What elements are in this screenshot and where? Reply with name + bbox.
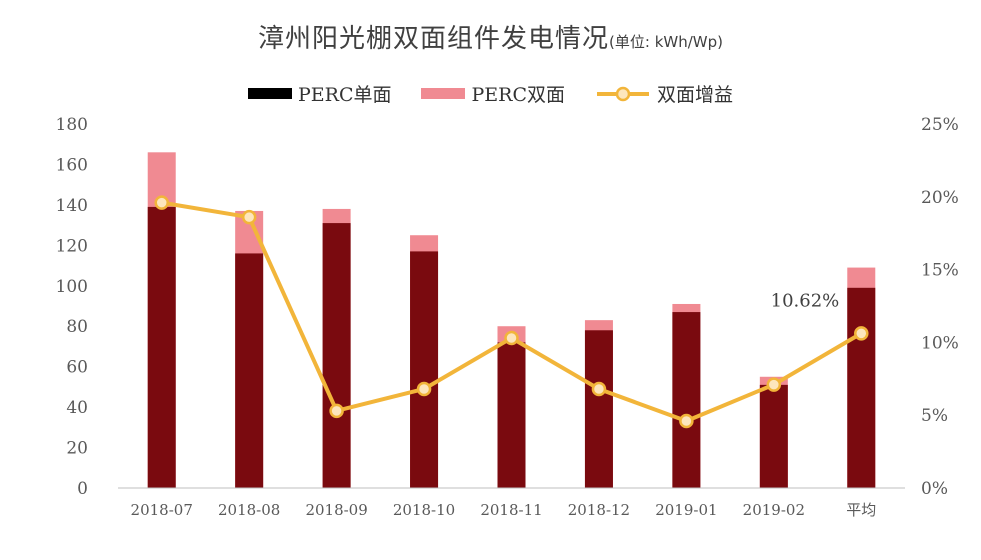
bar-perc-single (147, 206, 176, 488)
y-right-tick-label: 25% (921, 115, 959, 135)
bar-perc-single (497, 342, 526, 488)
y-left-tick-label: 120 (56, 236, 88, 256)
bar-perc-single (235, 253, 264, 488)
bar-perc-single (410, 251, 439, 488)
bar-perc-single (759, 384, 788, 488)
x-tick-label: 2018-11 (480, 501, 542, 519)
x-tick-label: 2018-12 (568, 501, 630, 519)
y-right-tick-label: 0% (921, 479, 948, 499)
chart-unit-label: (单位: kWh/Wp) (609, 33, 723, 51)
legend-item-gain: 双面增益 (595, 80, 733, 107)
x-tick-label: 2019-01 (655, 501, 717, 519)
y-right-tick-label: 20% (921, 188, 959, 208)
y-left-tick-label: 140 (56, 196, 88, 216)
legend-item-double: PERC双面 (421, 80, 565, 107)
chart-title: 漳州阳光棚双面组件发电情况(单位: kWh/Wp) (0, 18, 981, 55)
x-tick-label: 2018-09 (305, 501, 367, 519)
legend-swatch-single (247, 88, 292, 99)
gain-marker (679, 413, 694, 429)
gain-marker (329, 403, 344, 419)
bar-perc-single (584, 330, 613, 488)
gain-data-label: 10.62% (771, 290, 840, 311)
bar-perc-single (322, 223, 351, 489)
gain-marker (854, 326, 869, 341)
gain-marker (416, 381, 432, 397)
bar-perc-single (672, 312, 701, 488)
bar-perc-single (847, 287, 876, 488)
y-left-tick-label: 40 (66, 398, 88, 418)
gain-marker (766, 377, 782, 392)
gain-marker (154, 195, 169, 210)
legend-label-double: PERC双面 (471, 84, 565, 106)
x-tick-label: 2018-07 (131, 501, 193, 519)
y-left-tick-label: 20 (66, 439, 88, 459)
y-left-tick-label: 100 (56, 277, 88, 297)
x-tick-label: 2018-08 (218, 501, 280, 519)
x-tick-label: 2019-02 (743, 501, 805, 519)
chart-title-main: 漳州阳光棚双面组件发电情况 (258, 24, 610, 54)
legend-label-gain: 双面增益 (656, 84, 733, 106)
gain-marker (241, 209, 257, 225)
y-right-tick-label: 15% (921, 261, 959, 281)
legend-swatch-gain (596, 86, 649, 101)
y-right-tick-label: 5% (921, 406, 948, 426)
y-right-tick-label: 10% (921, 333, 959, 353)
y-left-tick-label: 80 (66, 317, 88, 337)
gain-marker (591, 381, 607, 397)
legend-item-single: PERC单面 (247, 80, 392, 107)
y-left-tick-label: 0 (77, 479, 88, 499)
x-tick-label: 2018-10 (393, 501, 455, 519)
y-left-tick-label: 60 (66, 358, 88, 378)
x-tick-label: 平均 (846, 501, 876, 519)
legend-label-single: PERC单面 (297, 84, 392, 106)
y-left-tick-label: 180 (56, 115, 88, 135)
gain-marker (504, 330, 519, 346)
chart-legend: PERC单面 PERC双面 双面增益 (0, 80, 981, 107)
y-left-tick-label: 160 (56, 155, 88, 175)
legend-swatch-double (421, 88, 466, 99)
